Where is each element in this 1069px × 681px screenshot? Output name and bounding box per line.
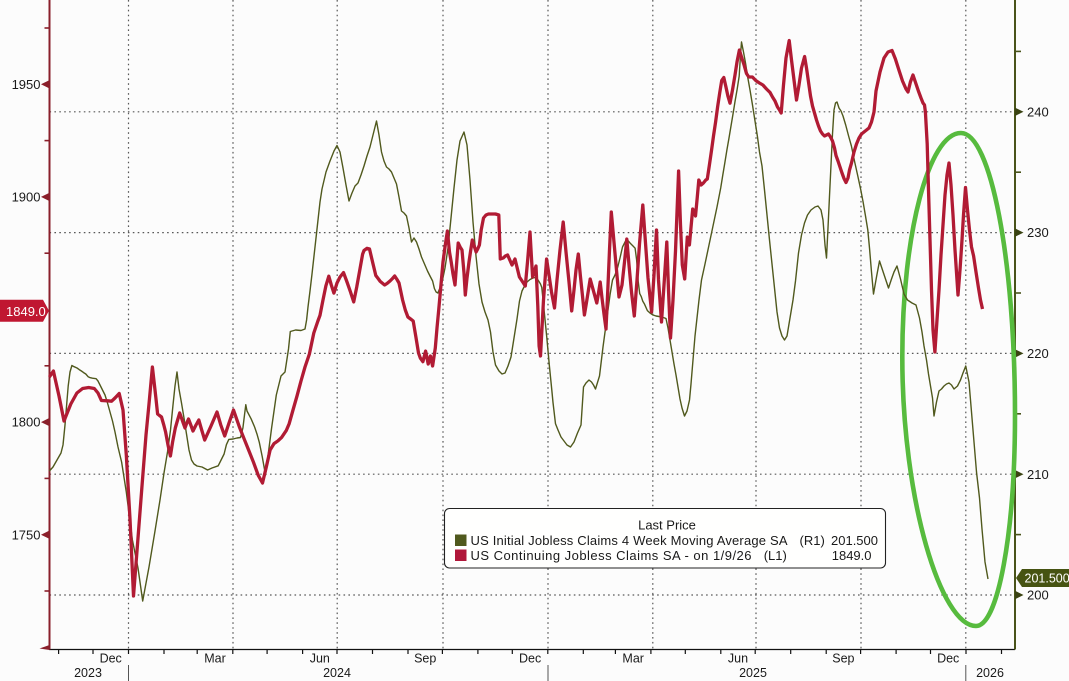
svg-text:Mar: Mar — [204, 652, 226, 666]
svg-text:240: 240 — [1027, 104, 1049, 119]
svg-text:2026: 2026 — [976, 666, 1004, 680]
svg-text:Sep: Sep — [414, 652, 436, 666]
svg-text:Last Price: Last Price — [638, 518, 696, 533]
svg-text:201.500: 201.500 — [831, 533, 878, 548]
svg-text:1800: 1800 — [12, 415, 41, 430]
svg-text:230: 230 — [1027, 225, 1049, 240]
svg-text:(L1): (L1) — [764, 548, 787, 563]
svg-text:2024: 2024 — [323, 666, 351, 680]
svg-text:1900: 1900 — [12, 190, 41, 205]
svg-text:US Initial Jobless Claims 4 We: US Initial Jobless Claims 4 Week Moving … — [471, 533, 788, 548]
svg-text:220: 220 — [1027, 346, 1049, 361]
svg-text:Dec: Dec — [937, 652, 959, 666]
svg-text:Jun: Jun — [310, 652, 330, 666]
svg-text:200: 200 — [1027, 588, 1049, 603]
svg-text:210: 210 — [1027, 467, 1049, 482]
svg-text:2023: 2023 — [74, 666, 102, 680]
svg-text:Sep: Sep — [832, 652, 854, 666]
svg-text:1849.0: 1849.0 — [832, 548, 872, 563]
svg-text:1950: 1950 — [12, 77, 41, 92]
svg-text:2025: 2025 — [739, 666, 767, 680]
svg-text:1750: 1750 — [12, 527, 41, 542]
svg-text:201.500: 201.500 — [1025, 572, 1069, 586]
svg-text:Jun: Jun — [728, 652, 748, 666]
svg-text:1849.0: 1849.0 — [6, 304, 46, 319]
svg-text:Mar: Mar — [622, 652, 644, 666]
svg-text:(R1): (R1) — [800, 533, 825, 548]
svg-text:US Continuing Jobless Claims S: US Continuing Jobless Claims SA - on 1/9… — [471, 548, 752, 563]
svg-text:Dec: Dec — [100, 652, 122, 666]
svg-text:Dec: Dec — [519, 652, 541, 666]
